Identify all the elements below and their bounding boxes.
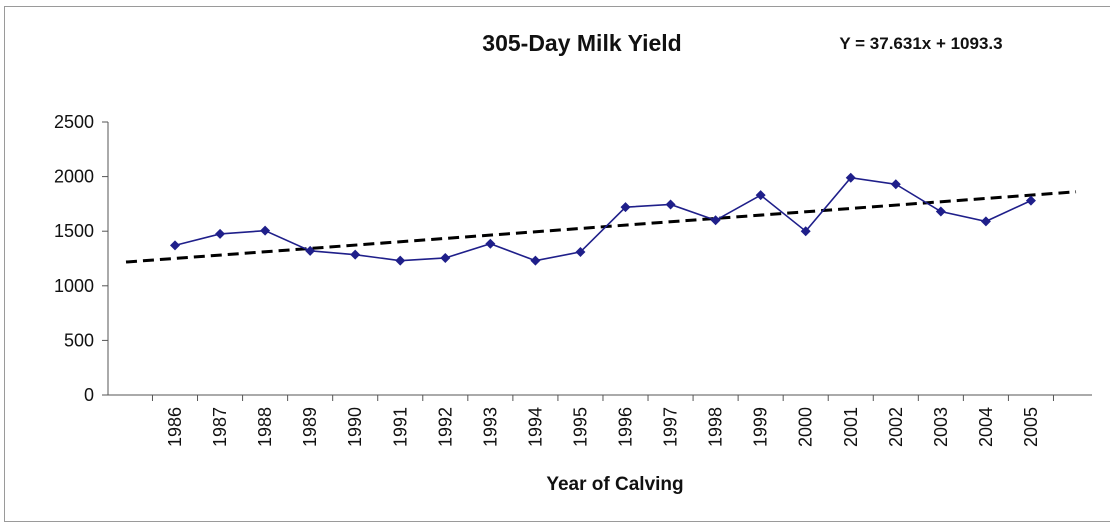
data-point-marker [620, 202, 631, 213]
x-tick-label: 2000 [796, 407, 816, 447]
data-point-marker [575, 246, 586, 257]
data-point-marker [350, 249, 361, 260]
x-tick-label: 1999 [751, 407, 771, 447]
series-group [170, 172, 1036, 266]
x-tick-label: 1993 [480, 407, 500, 447]
chart-title: 305-Day Milk Yield [482, 30, 681, 56]
data-point-marker [485, 238, 496, 249]
x-tick-label: 2003 [931, 407, 951, 447]
x-tick-label: 2005 [1021, 407, 1041, 447]
data-point-marker [530, 255, 541, 266]
data-point-marker [755, 190, 766, 201]
trendline [125, 190, 1077, 264]
y-tick-label: 1000 [54, 276, 94, 296]
x-tick-label: 2004 [976, 407, 996, 447]
x-tick-label: 1990 [345, 407, 365, 447]
x-tick-label: 1986 [165, 407, 185, 447]
x-tick-label: 1992 [435, 407, 455, 447]
x-tick-label: 1989 [300, 407, 320, 447]
y-tick-label: 2000 [54, 167, 94, 187]
x-tick-label: 1997 [661, 407, 681, 447]
x-tick-label: 1995 [570, 407, 590, 447]
trendline-equation: Y = 37.631x + 1093.3 [839, 34, 1002, 53]
data-point-marker [890, 179, 901, 190]
x-tick-label: 1994 [525, 407, 545, 447]
data-point-marker [980, 216, 991, 227]
tick-labels: 0 500 1000 1500 2000 2500 1986 1987 1988 1989 1990… [54, 112, 1041, 447]
data-point-marker [260, 225, 271, 236]
x-tick-label: 1991 [390, 407, 410, 447]
data-point-marker [935, 206, 946, 217]
data-point-marker [845, 172, 856, 183]
y-tick-label: 2500 [54, 112, 94, 132]
trendline-path [125, 190, 1077, 264]
data-point-marker [800, 226, 811, 237]
x-tick-label: 1998 [706, 407, 726, 447]
series-line [174, 176, 1032, 262]
x-tick-label: 1988 [255, 407, 275, 447]
axes [102, 121, 1092, 401]
data-point-marker [440, 252, 451, 263]
x-tick-label: 2002 [886, 407, 906, 447]
y-tick-label: 0 [84, 385, 94, 405]
data-point-marker [215, 228, 226, 239]
x-tick-label: 2001 [841, 407, 861, 447]
x-axis-label: Year of Calving [546, 474, 683, 495]
y-tick-label: 500 [64, 330, 94, 350]
data-point-marker [305, 245, 316, 256]
chart-frame [4, 6, 1110, 522]
data-point-marker [170, 240, 180, 251]
data-point-marker [665, 199, 676, 210]
data-point-marker [710, 215, 721, 226]
x-tick-label: 1996 [616, 407, 636, 447]
y-tick-label: 1500 [54, 221, 94, 241]
x-tick-label: 1987 [210, 407, 230, 447]
data-point-marker [1025, 195, 1036, 206]
data-point-marker [395, 255, 406, 266]
